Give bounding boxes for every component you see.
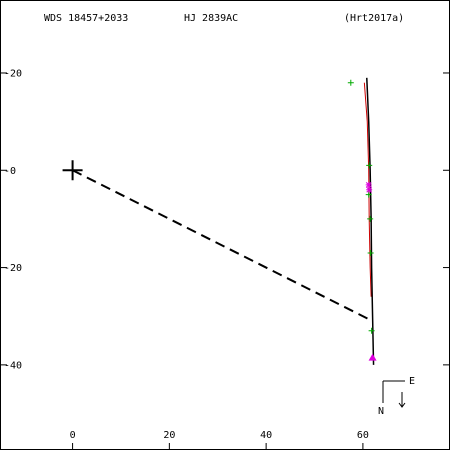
primary-star-marker bbox=[62, 160, 83, 181]
x-tick-label: 60 bbox=[357, 430, 369, 441]
motion-arrow-head bbox=[398, 402, 406, 408]
observation-green-point bbox=[367, 249, 374, 256]
observation-green-point bbox=[347, 79, 354, 86]
compass: E N bbox=[378, 376, 415, 417]
compass-east-label: E bbox=[409, 376, 415, 387]
y-tick-label: -20 bbox=[4, 68, 22, 79]
reference-label: (Hrt2017a) bbox=[344, 13, 404, 24]
y-tick-label: -20 bbox=[4, 263, 22, 274]
compass-north-label: N bbox=[378, 406, 384, 417]
x-tick-label: 0 bbox=[70, 430, 76, 441]
x-tick-label: 40 bbox=[260, 430, 272, 441]
last-position-marker bbox=[368, 353, 377, 361]
y-tick-label: -0 bbox=[4, 166, 16, 177]
observation-magenta-point bbox=[365, 181, 372, 188]
y-tick-label: -40 bbox=[4, 360, 22, 371]
observation-green-point bbox=[366, 162, 373, 169]
pair-name-label: HJ 2839AC bbox=[184, 13, 238, 24]
observation-green-point bbox=[367, 215, 374, 222]
observation-green-point bbox=[368, 327, 375, 334]
dashed-separation-line bbox=[72, 169, 374, 322]
observation-magenta-point bbox=[366, 186, 373, 193]
wds-id-label: WDS 18457+2033 bbox=[44, 13, 128, 24]
x-tick-label: 20 bbox=[163, 430, 175, 441]
